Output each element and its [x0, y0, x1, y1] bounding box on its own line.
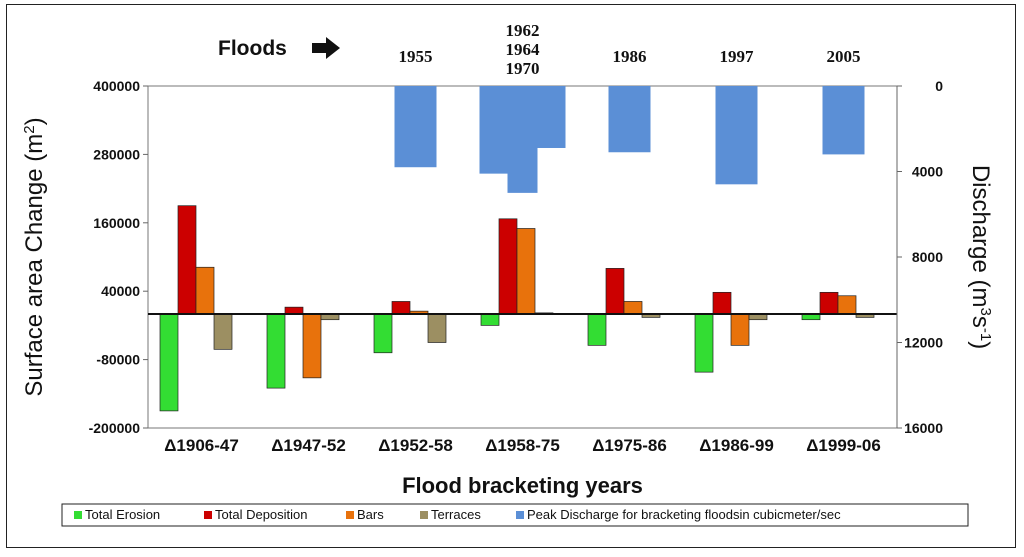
discharge-bar — [715, 86, 758, 185]
bar-bars — [837, 295, 857, 315]
legend-box — [61, 503, 969, 527]
bar-total-deposition — [284, 306, 304, 315]
x-tick-label: Δ1947-52 — [271, 436, 346, 455]
bar-total-erosion — [587, 313, 607, 346]
legend-entry: Total Erosion — [85, 507, 160, 522]
bar-bars — [195, 266, 215, 315]
x-tick-label: Δ1906-47 — [164, 436, 239, 455]
y-tick-right: 16000 — [904, 420, 943, 436]
bar-total-deposition — [605, 268, 625, 315]
legend-swatch — [204, 511, 212, 519]
flood-year: 1970 — [506, 59, 540, 78]
discharge-bar — [822, 86, 865, 155]
y-tick-left: -80000 — [96, 352, 140, 368]
y-tick-left: 400000 — [93, 78, 140, 94]
x-tick-label: Δ1958-75 — [485, 436, 560, 455]
bar-total-deposition — [391, 301, 411, 315]
bar-total-deposition — [819, 291, 839, 315]
y-tick-left: 280000 — [93, 146, 140, 162]
legend-swatch — [420, 511, 428, 519]
y-tick-right: 8000 — [912, 249, 943, 265]
discharge-bar — [507, 86, 538, 193]
bar-total-erosion — [373, 313, 393, 354]
floods-label: Floods — [218, 37, 287, 60]
flood-year: 2005 — [827, 47, 861, 66]
bar-total-erosion — [694, 313, 714, 373]
y-tick-left: 40000 — [101, 283, 140, 299]
y-tick-right: 0 — [935, 78, 943, 94]
legend-entry: Terraces — [431, 507, 481, 522]
bar-total-erosion — [266, 313, 286, 389]
bar-bars — [623, 301, 643, 315]
bar-total-deposition — [498, 218, 518, 315]
x-tick-label: Δ1986-99 — [699, 436, 774, 455]
flood-year: 1986 — [613, 47, 647, 66]
y-axis-left-title: Surface area Change (m2) — [21, 117, 49, 396]
bar-bars — [302, 313, 322, 379]
legend: Total Erosion Total Deposition Bars Terrace… — [61, 503, 969, 527]
bar-terraces — [213, 313, 233, 350]
discharge-bar — [535, 86, 566, 148]
flood-year: 1964 — [506, 40, 541, 59]
x-tick-label: Δ1952-58 — [378, 436, 453, 455]
discharge-bar — [394, 86, 437, 168]
flood-year: 1997 — [720, 47, 755, 66]
bar-total-erosion — [159, 313, 179, 412]
x-axis-title: Flood bracketing years — [402, 473, 643, 498]
legend-swatch — [346, 511, 354, 519]
legend-swatch — [74, 511, 82, 519]
y-axis-right-title: Discharge (m3s-1) — [967, 165, 995, 349]
bar-bars — [516, 228, 536, 315]
bar-terraces — [427, 313, 447, 343]
y-tick-left: 160000 — [93, 215, 140, 231]
y-tick-right: 4000 — [912, 164, 943, 180]
bar-bars — [730, 313, 750, 346]
legend-swatch — [516, 511, 524, 519]
legend-entry: Bars — [357, 507, 384, 522]
discharge-bar — [479, 86, 510, 174]
bar-total-deposition — [712, 291, 732, 315]
legend-entry: Peak Discharge for bracketing floodsin c… — [527, 507, 841, 522]
bar-total-erosion — [480, 313, 500, 326]
discharge-bar — [608, 86, 651, 153]
arrow-right-icon — [312, 37, 340, 59]
y-tick-right: 12000 — [904, 335, 943, 351]
x-tick-label: Δ1999-06 — [806, 436, 881, 455]
legend-entry: Total Deposition — [215, 507, 308, 522]
y-tick-left: -200000 — [89, 420, 141, 436]
x-tick-label: Δ1975-86 — [592, 436, 667, 455]
bar-total-deposition — [177, 205, 197, 315]
flood-year: 1962 — [506, 21, 540, 40]
flood-year: 1955 — [399, 47, 433, 66]
